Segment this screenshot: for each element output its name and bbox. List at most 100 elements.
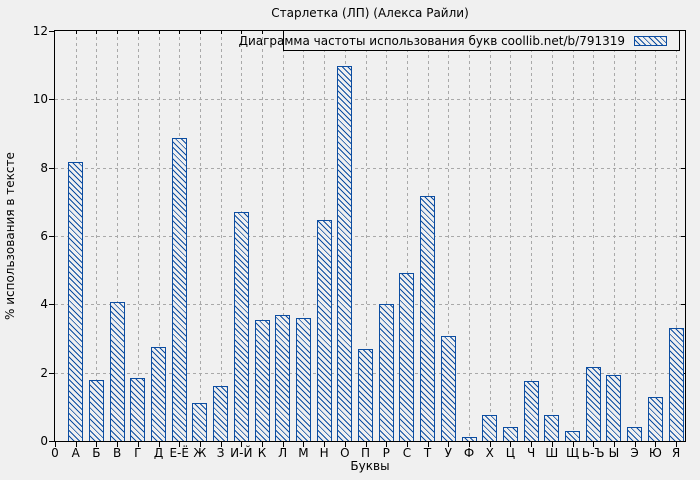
h-gridline xyxy=(55,167,685,169)
x-tick-label: З xyxy=(216,446,225,460)
h-gridline xyxy=(55,236,685,237)
x-tick-label: К xyxy=(257,446,267,460)
x-tick-label: В xyxy=(112,446,122,460)
top-x-tick xyxy=(137,31,139,34)
x-tick xyxy=(344,442,346,447)
y-tick-label: 12 xyxy=(32,24,48,38)
bar xyxy=(192,403,208,441)
x-tick xyxy=(365,442,367,447)
x-tick xyxy=(55,442,56,447)
x-tick-label: С xyxy=(402,446,412,460)
v-gridline xyxy=(406,31,408,441)
right-y-tick xyxy=(681,167,685,169)
v-gridline xyxy=(469,31,470,441)
y-tick xyxy=(49,372,54,374)
x-tick xyxy=(655,442,657,447)
x-tick xyxy=(406,442,408,447)
bar xyxy=(502,427,518,441)
bar xyxy=(275,314,291,441)
bar xyxy=(627,427,643,441)
x-tick-label: Ш xyxy=(545,446,559,460)
v-gridline xyxy=(551,31,553,441)
bar xyxy=(647,396,663,441)
v-gridline xyxy=(572,31,574,441)
top-x-tick xyxy=(158,31,160,34)
bar xyxy=(295,318,311,441)
right-y-tick xyxy=(681,304,685,306)
v-gridline xyxy=(676,31,677,441)
x-tick-label: О xyxy=(340,446,350,460)
x-tick xyxy=(676,442,677,447)
legend-hatch-swatch-icon xyxy=(634,35,667,46)
bar xyxy=(68,162,84,441)
x-tick xyxy=(324,442,326,447)
x-tick-label: Р xyxy=(382,446,390,460)
x-tick xyxy=(96,442,98,447)
v-gridline xyxy=(282,31,284,441)
x-tick-label: Л xyxy=(278,446,288,460)
v-gridline xyxy=(158,31,160,441)
x-tick-label: 0 xyxy=(51,446,59,460)
x-tick-label: Х xyxy=(485,446,494,460)
bar xyxy=(337,66,353,441)
bar xyxy=(420,196,436,441)
y-tick-label: 10 xyxy=(32,92,48,107)
x-tick xyxy=(117,442,119,447)
x-tick xyxy=(613,442,615,447)
y-tick xyxy=(49,167,54,169)
x-tick-label: Ч xyxy=(526,446,536,460)
v-gridline xyxy=(593,31,595,441)
x-tick xyxy=(386,442,388,447)
bar xyxy=(254,320,270,441)
x-tick-label: Ы xyxy=(608,446,620,460)
h-gridline xyxy=(55,304,685,306)
x-tick-label: Ж xyxy=(193,446,207,460)
bar xyxy=(378,304,394,441)
top-x-tick xyxy=(262,31,263,34)
v-gridline xyxy=(531,31,533,441)
x-tick xyxy=(510,442,512,447)
v-gridline xyxy=(137,31,139,441)
x-tick-label: Е-Ё xyxy=(169,446,189,460)
x-tick-label: Д xyxy=(153,446,164,460)
chart-title: Старлетка (ЛП) (Алекса Райли) xyxy=(271,6,469,20)
bar xyxy=(606,375,622,441)
plot-area: Диаграмма частоты использования букв coo… xyxy=(54,30,686,442)
top-x-tick xyxy=(96,31,98,34)
legend-label: Диаграмма частоты использования букв coo… xyxy=(238,33,625,48)
bar xyxy=(399,273,415,441)
v-gridline xyxy=(365,31,367,441)
top-x-tick xyxy=(199,31,201,34)
v-gridline xyxy=(220,31,222,441)
x-tick xyxy=(427,442,429,447)
right-y-tick xyxy=(681,236,685,237)
top-x-tick xyxy=(220,31,222,34)
x-tick-label: Э xyxy=(630,446,639,460)
bar xyxy=(668,328,684,441)
x-tick xyxy=(572,442,574,447)
bar xyxy=(316,219,332,441)
top-x-tick xyxy=(179,31,181,34)
bar xyxy=(233,211,249,441)
x-tick-label: Ь-Ъ xyxy=(581,446,605,460)
bar xyxy=(523,380,539,441)
v-gridline xyxy=(613,31,615,441)
v-gridline xyxy=(96,31,98,441)
bar xyxy=(544,415,560,441)
top-x-tick xyxy=(117,31,119,34)
x-tick-label: Ц xyxy=(505,446,516,460)
h-gridline xyxy=(55,99,685,101)
x-tick-label: Ф xyxy=(463,446,475,460)
bar xyxy=(440,336,456,441)
y-tick-label: 2 xyxy=(40,365,48,380)
x-tick xyxy=(75,442,77,447)
v-gridline xyxy=(199,31,201,441)
x-tick-label: Н xyxy=(319,446,329,460)
top-x-tick xyxy=(75,31,77,34)
x-tick xyxy=(199,442,201,447)
bar xyxy=(565,431,580,441)
x-tick xyxy=(531,442,533,447)
legend-box: Диаграмма частоты использования букв coo… xyxy=(239,30,680,51)
x-tick-label: Б xyxy=(92,446,101,460)
